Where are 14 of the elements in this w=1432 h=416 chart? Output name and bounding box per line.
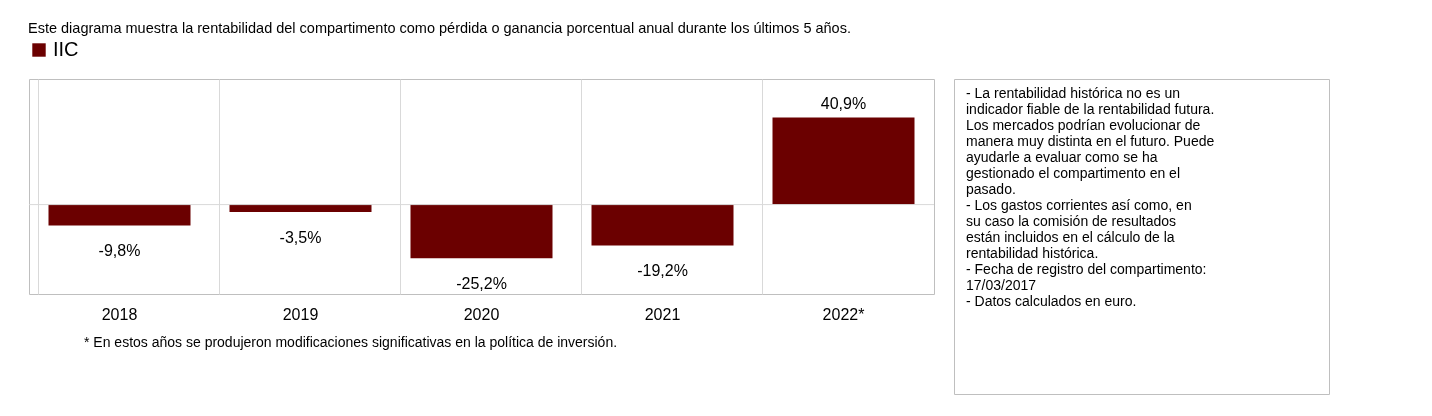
x-tick-label: 2021 xyxy=(644,305,681,323)
text: * En estos años se produjeron modificaciones significativas en la política de inversión. xyxy=(84,334,618,350)
data-label: -9,8% xyxy=(98,242,141,260)
x-tick-label: 2020 xyxy=(463,305,500,323)
chart-title: Este diagrama muestra la rentabilidad del compartimento como pérdida o ganancia porcentual anual durante los últimos 5 años. xyxy=(28,19,851,36)
x-tick-label: 2022* xyxy=(822,305,865,323)
data-label: -19,2% xyxy=(637,262,688,280)
x-tick-label: 2018 xyxy=(101,305,138,323)
data-label: -25,2% xyxy=(456,275,507,293)
data-label: -3,5% xyxy=(279,229,322,247)
text: - La rentabilidad histórica no es un indicador fiable de la rentabilidad futura. Los mercados podrían evolucionar de manera muy distinta en el futuro. Puede ayudarle a evaluar como se ha gestionado el compartimento en el pasado. - Los gastos corrientes así como, en su caso la comisión de resultados están incluidos en el cálculo de la rentabilidad histórica. - Fecha de registro del compartimento: 17/03/2017 - Datos calculados en euro. xyxy=(966,85,1215,309)
x-tick-label: 2019 xyxy=(282,305,319,323)
data-label: 40,9% xyxy=(820,94,867,112)
legend-label: IIC xyxy=(53,38,79,60)
